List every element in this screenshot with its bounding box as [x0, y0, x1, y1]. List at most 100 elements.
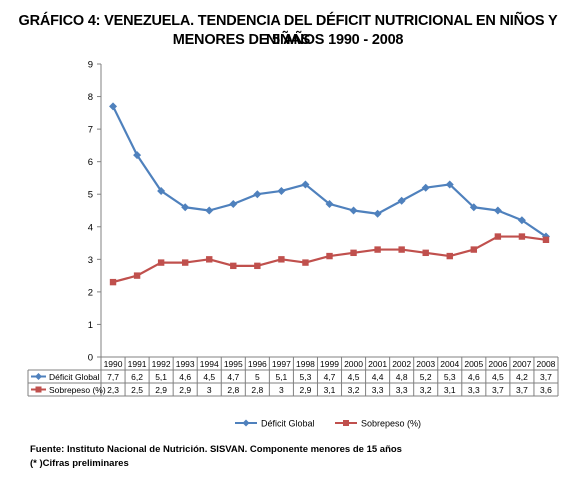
data-point [446, 252, 453, 260]
series-line [112, 235, 547, 284]
y-tick-label: 0 [88, 353, 93, 364]
data-point [205, 206, 214, 215]
table-data-label: 3,3 [468, 385, 480, 395]
table-data-label: 4,8 [396, 372, 408, 382]
x-tick-label: 2003 [416, 359, 435, 369]
y-tick-label: 6 [88, 157, 93, 168]
x-tick-label: 1994 [200, 359, 219, 369]
table-data-label: 5,1 [275, 372, 287, 382]
table-data-label: 4,5 [203, 372, 215, 382]
table-data-label: 5,3 [300, 372, 312, 382]
x-tick-label: 1997 [272, 359, 291, 369]
data-point [254, 262, 261, 270]
table-data-label: 3 [279, 385, 284, 395]
y-tick-label: 3 [88, 255, 93, 266]
source-note: Fuente: Instituto Nacional de Nutrición.… [30, 444, 402, 455]
data-point [470, 246, 478, 253]
data-point [326, 252, 333, 260]
x-tick-label: 2000 [344, 359, 363, 369]
table-data-label: 5 [255, 372, 260, 382]
data-point [278, 256, 285, 263]
data-point [373, 209, 382, 218]
x-tick-label: 1993 [176, 359, 195, 369]
data-point [109, 278, 117, 286]
x-tick-label: 2002 [392, 359, 411, 369]
data-point [230, 262, 237, 270]
table-data-label: 4,6 [179, 372, 191, 382]
legend-label: Sobrepeso (%) [361, 419, 421, 429]
table-data-label: 5,2 [420, 372, 432, 382]
data-point [542, 236, 550, 243]
table-data-label: 3,1 [324, 385, 336, 395]
table-data-label: 4,7 [324, 372, 336, 382]
y-tick-label: 4 [88, 222, 93, 233]
table-legend-marker [35, 386, 42, 393]
data-point [301, 180, 310, 189]
table-data-label: 2,9 [300, 385, 312, 395]
data-point [181, 259, 189, 266]
table-data-label: 7,7 [107, 372, 119, 382]
legend-label: Déficit Global [261, 419, 315, 429]
table-data-label: 3,2 [420, 385, 432, 395]
table-data-label: 4,5 [492, 372, 504, 382]
data-point [133, 272, 141, 279]
table-series-name: Sobrepeso (%) [49, 385, 106, 395]
data-point [302, 259, 309, 266]
table-data-label: 2,8 [251, 385, 263, 395]
table-data-label: 2,5 [131, 385, 143, 395]
data-point [494, 233, 502, 240]
data-point [469, 203, 478, 212]
legend-marker [343, 420, 349, 426]
data-point [350, 249, 357, 257]
table-data-label: 2,3 [107, 385, 119, 395]
data-point [374, 246, 381, 253]
preliminary-note: (* )Cifras preliminares [30, 458, 129, 469]
table-data-label: 3,3 [396, 385, 408, 395]
x-tick-label: 2001 [368, 359, 387, 369]
x-tick-label: 1996 [248, 359, 267, 369]
table-data-label: 2,9 [179, 385, 191, 395]
legend-marker [242, 419, 250, 427]
x-tick-label: 1998 [296, 359, 315, 369]
table-series-name: Déficit Global [49, 372, 100, 382]
table-data-label: 3,3 [372, 385, 384, 395]
data-point [397, 196, 406, 205]
table-data-label: 6,2 [131, 372, 143, 382]
table-data-label: 4,7 [227, 372, 239, 382]
data-point [518, 233, 526, 240]
table-data-label: 3,2 [348, 385, 360, 395]
table-data-label: 2,8 [227, 385, 239, 395]
x-tick-label: 2008 [537, 359, 556, 369]
data-point [133, 151, 142, 160]
data-point [157, 186, 166, 195]
table-data-label: 4,6 [468, 372, 480, 382]
x-tick-label: 1992 [152, 359, 171, 369]
data-point [421, 183, 430, 192]
table-data-label: 3,7 [492, 385, 504, 395]
table-data-label: 3,1 [444, 385, 456, 395]
data-point [493, 206, 502, 215]
data-point [229, 199, 238, 208]
data-point [398, 246, 405, 253]
x-tick-label: 2004 [440, 359, 459, 369]
data-point [325, 199, 334, 208]
y-tick-label: 5 [88, 190, 93, 201]
series-line [112, 105, 547, 238]
x-tick-label: 2006 [488, 359, 507, 369]
data-point [109, 102, 118, 111]
table-data-label: 3 [207, 385, 212, 395]
table-data-label: 4,5 [348, 372, 360, 382]
table-data-label: 5,1 [155, 372, 167, 382]
y-tick-label: 2 [88, 287, 93, 298]
x-tick-label: 1999 [320, 359, 339, 369]
data-point [181, 203, 190, 212]
x-tick-label: 1991 [128, 359, 147, 369]
x-tick-label: 2007 [512, 359, 531, 369]
data-point [157, 259, 165, 266]
x-tick-label: 1995 [224, 359, 243, 369]
data-point [445, 180, 454, 189]
data-point [422, 249, 429, 257]
chart-title: GRÁFICO 4: VENEZUELA. TENDENCIA DEL DÉFI… [18, 13, 558, 48]
data-point [206, 256, 213, 263]
table-data-label: 4,2 [516, 372, 528, 382]
